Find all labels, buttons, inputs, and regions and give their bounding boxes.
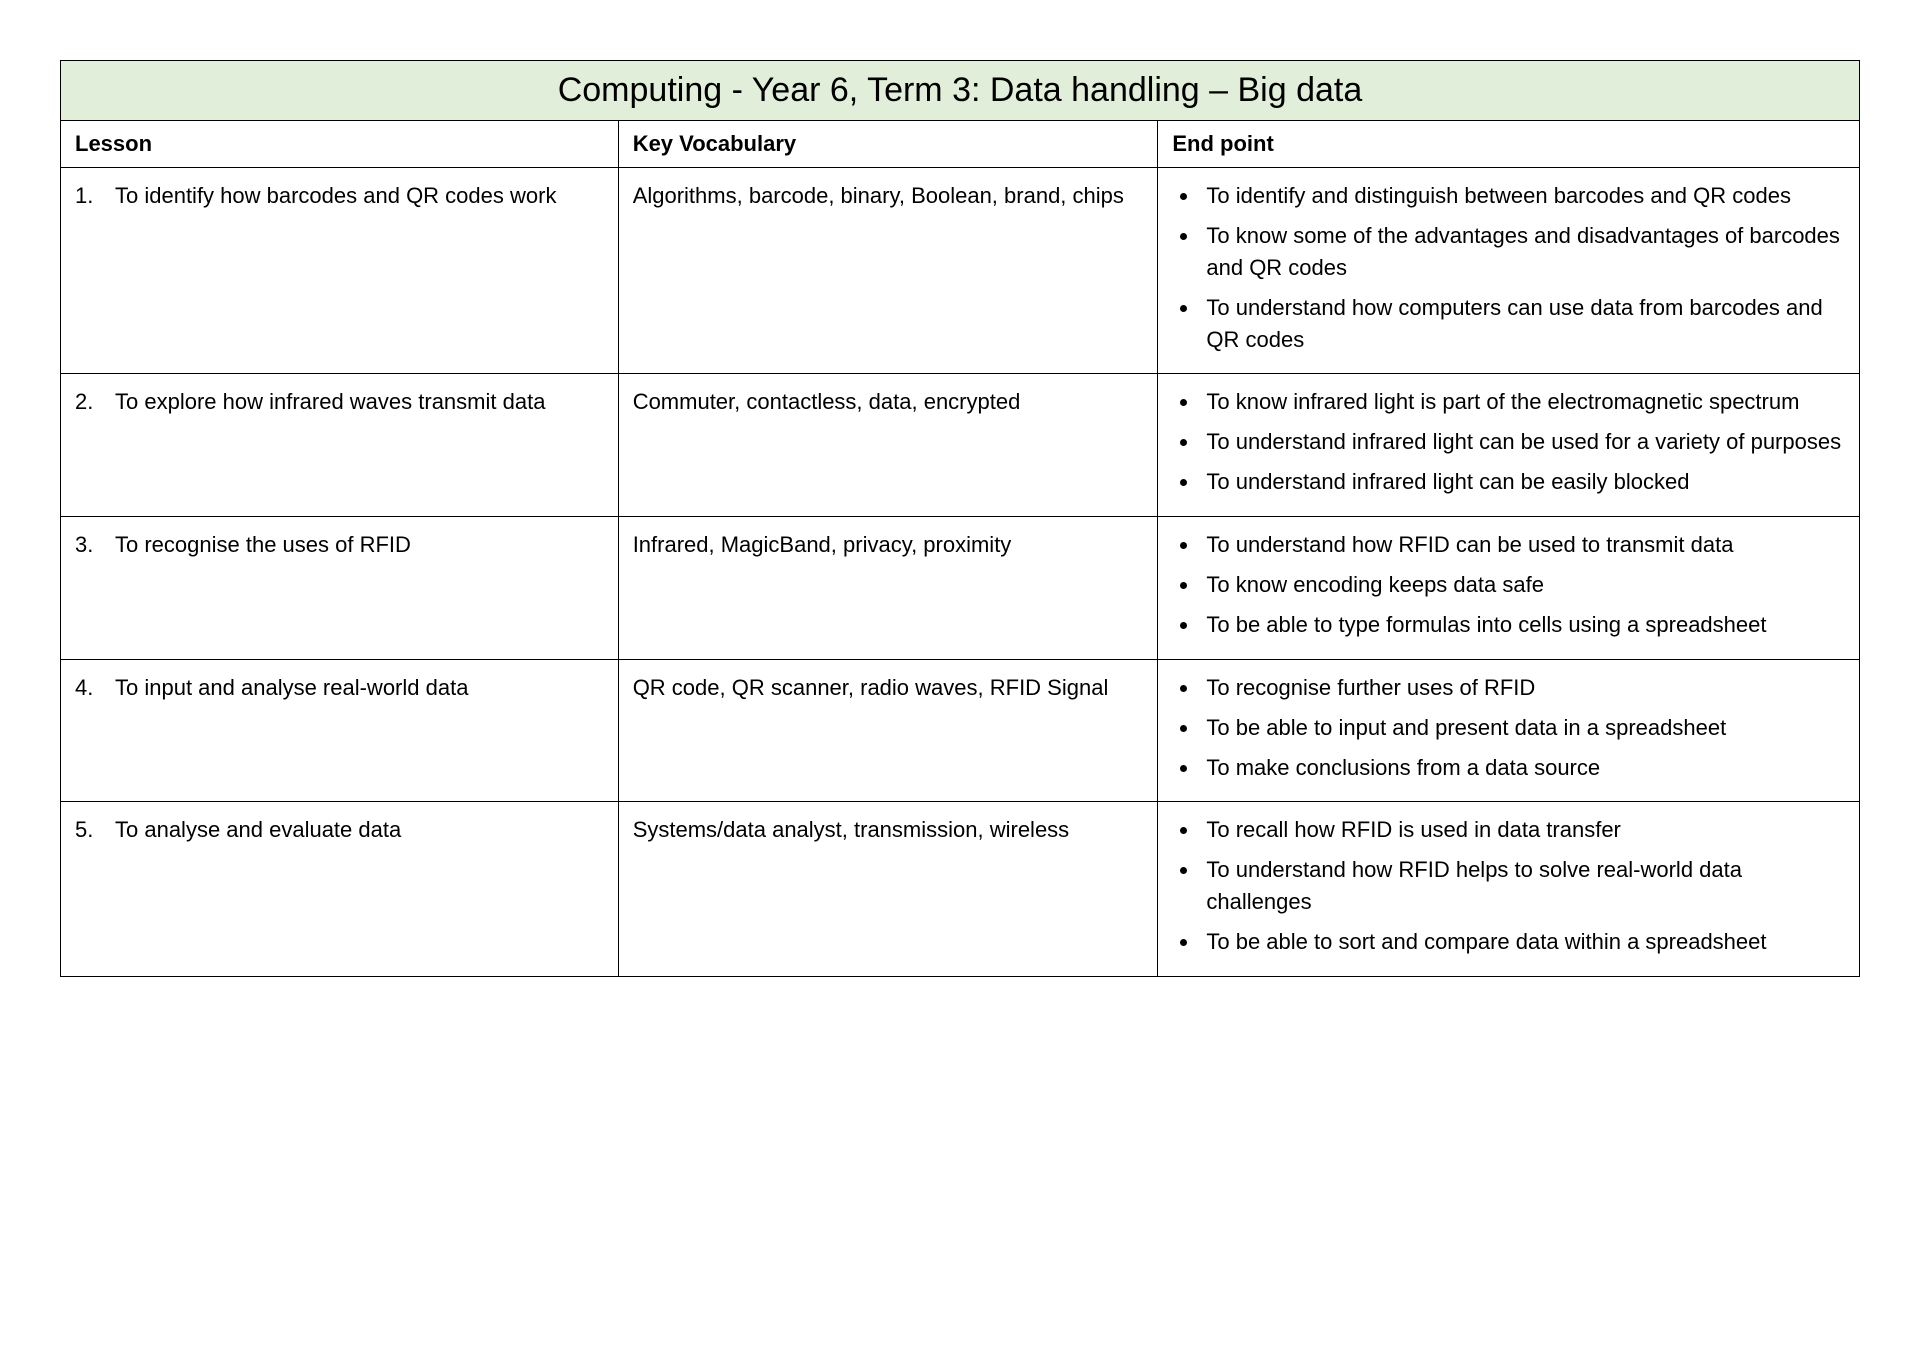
endpoint-list: To recognise further uses of RFID To be a… [1172, 672, 1845, 784]
lesson-cell: 4. To input and analyse real-world data [61, 659, 619, 802]
lesson-cell: 3. To recognise the uses of RFID [61, 517, 619, 660]
lesson-cell: 2. To explore how infrared waves transmit… [61, 374, 619, 517]
endpoint-cell: To recognise further uses of RFID To be a… [1158, 659, 1860, 802]
endpoint-list: To understand how RFID can be used to tr… [1172, 529, 1845, 641]
endpoint-list: To know infrared light is part of the el… [1172, 386, 1845, 498]
table-row: 4. To input and analyse real-world data QR… [61, 659, 1860, 802]
endpoint-item: To understand infrared light can be easi… [1200, 466, 1845, 498]
header-vocab: Key Vocabulary [618, 121, 1158, 168]
endpoint-cell: To understand how RFID can be used to tr… [1158, 517, 1860, 660]
curriculum-table: Computing - Year 6, Term 3: Data handlin… [60, 60, 1860, 977]
endpoint-cell: To know infrared light is part of the el… [1158, 374, 1860, 517]
lesson-text: To explore how infrared waves transmit d… [115, 386, 545, 418]
endpoint-item: To recognise further uses of RFID [1200, 672, 1845, 704]
endpoint-item: To identify and distinguish between barc… [1200, 180, 1845, 212]
endpoint-list: To recall how RFID is used in data trans… [1172, 814, 1845, 958]
lesson-number: 5. [75, 814, 97, 846]
lesson-text: To identify how barcodes and QR codes wo… [115, 180, 556, 212]
endpoint-item: To be able to input and present data in … [1200, 712, 1845, 744]
endpoint-cell: To identify and distinguish between barc… [1158, 168, 1860, 374]
table-row: 2. To explore how infrared waves transmit… [61, 374, 1860, 517]
table-row: 1. To identify how barcodes and QR codes … [61, 168, 1860, 374]
lesson-cell: 5. To analyse and evaluate data [61, 802, 619, 977]
header-endpoint: End point [1158, 121, 1860, 168]
endpoint-item: To know encoding keeps data safe [1200, 569, 1845, 601]
vocab-cell: QR code, QR scanner, radio waves, RFID S… [618, 659, 1158, 802]
lesson-text: To analyse and evaluate data [115, 814, 401, 846]
table-title: Computing - Year 6, Term 3: Data handlin… [61, 61, 1860, 121]
header-row: Lesson Key Vocabulary End point [61, 121, 1860, 168]
table-body: 1. To identify how barcodes and QR codes … [61, 168, 1860, 977]
endpoint-item: To be able to type formulas into cells u… [1200, 609, 1845, 641]
endpoint-item: To understand how RFID helps to solve re… [1200, 854, 1845, 918]
endpoint-item: To understand how computers can use data… [1200, 292, 1845, 356]
endpoint-item: To know some of the advantages and disad… [1200, 220, 1845, 284]
header-lesson: Lesson [61, 121, 619, 168]
vocab-cell: Systems/data analyst, transmission, wire… [618, 802, 1158, 977]
lesson-number: 4. [75, 672, 97, 704]
lesson-text: To recognise the uses of RFID [115, 529, 411, 561]
lesson-number: 3. [75, 529, 97, 561]
endpoint-item: To know infrared light is part of the el… [1200, 386, 1845, 418]
endpoint-item: To understand how RFID can be used to tr… [1200, 529, 1845, 561]
endpoint-item: To understand infrared light can be used… [1200, 426, 1845, 458]
vocab-cell: Infrared, MagicBand, privacy, proximity [618, 517, 1158, 660]
lesson-number: 1. [75, 180, 97, 212]
table-row: 3. To recognise the uses of RFID Infrared,… [61, 517, 1860, 660]
table-row: 5. To analyse and evaluate data Systems/da… [61, 802, 1860, 977]
lesson-cell: 1. To identify how barcodes and QR codes … [61, 168, 619, 374]
vocab-cell: Algorithms, barcode, binary, Boolean, br… [618, 168, 1158, 374]
endpoint-cell: To recall how RFID is used in data trans… [1158, 802, 1860, 977]
endpoint-item: To be able to sort and compare data with… [1200, 926, 1845, 958]
endpoint-item: To recall how RFID is used in data trans… [1200, 814, 1845, 846]
title-row: Computing - Year 6, Term 3: Data handlin… [61, 61, 1860, 121]
vocab-cell: Commuter, contactless, data, encrypted [618, 374, 1158, 517]
endpoint-list: To identify and distinguish between barc… [1172, 180, 1845, 355]
lesson-text: To input and analyse real-world data [115, 672, 468, 704]
lesson-number: 2. [75, 386, 97, 418]
endpoint-item: To make conclusions from a data source [1200, 752, 1845, 784]
